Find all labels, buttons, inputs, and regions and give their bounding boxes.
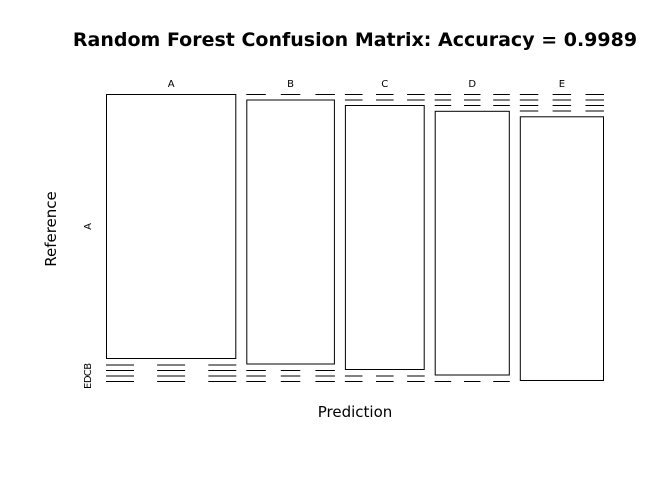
chart-title: Random Forest Confusion Matrix: Accuracy… bbox=[73, 29, 637, 51]
prediction-column-B: B bbox=[246, 79, 335, 382]
mosaic-columns: A B C D E bbox=[106, 79, 604, 382]
y-tick-label: B bbox=[83, 363, 94, 370]
y-tick-label: C bbox=[83, 369, 94, 376]
x-tick-label: A bbox=[168, 79, 175, 90]
x-tick-label: B bbox=[287, 79, 294, 90]
mosaic-cell-C-C bbox=[344, 105, 425, 370]
x-tick-label: C bbox=[381, 79, 388, 90]
x-axis-label: Prediction bbox=[318, 403, 393, 421]
prediction-column-D: D bbox=[434, 79, 510, 382]
mosaic-cell-A-A bbox=[106, 94, 237, 359]
x-tick-label: E bbox=[559, 79, 565, 90]
y-tick-label: D bbox=[83, 375, 94, 383]
prediction-column-A: A bbox=[106, 79, 237, 382]
y-tick-label: A bbox=[83, 223, 94, 230]
mosaic-cell-E-E bbox=[519, 116, 604, 382]
y-tick-label: E bbox=[83, 383, 94, 389]
mosaic-cell-B-B bbox=[246, 99, 335, 365]
y-axis-label: Reference bbox=[42, 191, 60, 267]
mosaic-cell-D-D bbox=[434, 110, 510, 376]
prediction-column-C: C bbox=[344, 79, 425, 382]
x-tick-label: D bbox=[468, 79, 476, 90]
prediction-column-E: E bbox=[519, 79, 604, 382]
